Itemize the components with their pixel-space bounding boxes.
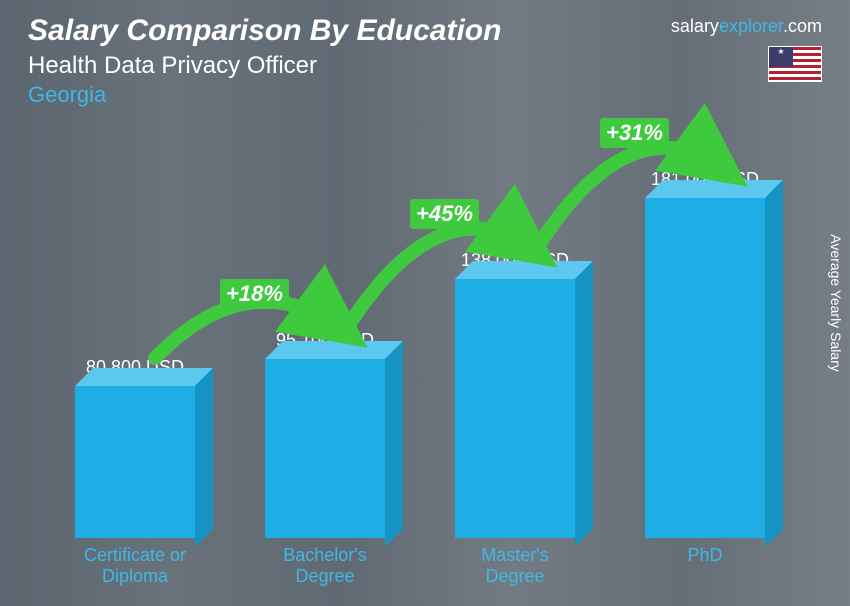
x-axis-label: Certificate orDiploma — [40, 545, 230, 588]
y-axis-label: Average Yearly Salary — [828, 234, 844, 372]
bar-chart: 80,800 USD 95,100 USD 138,000 USD 181,00… — [40, 130, 800, 588]
brand-label: salaryexplorer.com — [671, 16, 822, 37]
flag-icon — [768, 46, 822, 82]
chart-region: Georgia — [28, 82, 822, 108]
x-axis-label: Master'sDegree — [420, 545, 610, 588]
x-axis-label: PhD — [610, 545, 800, 588]
chart-subtitle: Health Data Privacy Officer — [28, 52, 822, 80]
increase-label: +45% — [410, 199, 479, 229]
increase-label: +31% — [600, 118, 669, 148]
increase-label: +18% — [220, 279, 289, 309]
x-axis-label: Bachelor'sDegree — [230, 545, 420, 588]
